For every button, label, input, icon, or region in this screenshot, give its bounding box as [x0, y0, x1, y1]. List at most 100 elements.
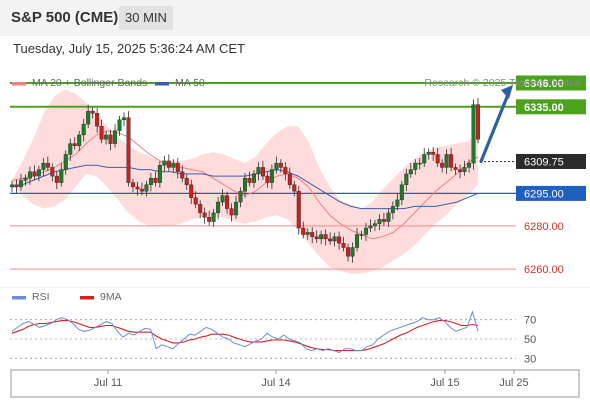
candle-body: [390, 206, 395, 214]
time-axis: Jul 11 Jul 14 Jul 15 Jul 25: [10, 369, 580, 398]
candle-body: [256, 167, 261, 175]
candle-body: [426, 152, 431, 155]
candle-body: [413, 162, 418, 170]
candle-body: [368, 225, 373, 229]
candle-body: [381, 219, 386, 222]
candle-body: [144, 184, 149, 192]
candle-body: [386, 212, 391, 222]
candle-body: [99, 126, 104, 140]
timeframe-button[interactable]: 30 MIN: [119, 6, 173, 30]
candle-body: [422, 154, 427, 164]
candle-body: [198, 204, 203, 214]
time-axis-frame: [10, 369, 580, 398]
candle-body: [292, 184, 297, 192]
candle-body: [45, 162, 50, 168]
candle-body: [202, 212, 207, 218]
rsi-legend-label: RSI: [32, 291, 50, 303]
legend-swatch: [155, 82, 169, 86]
level-labels-layer: 6346.00 6335.00 6309.75 6295.00 6280.00 6260.…: [516, 75, 586, 276]
price-levels-layer: [10, 81, 516, 270]
candle-body: [14, 184, 19, 188]
instrument-title: S&P 500 (CME): [11, 9, 119, 26]
candle-body: [63, 154, 68, 170]
candle-body: [417, 162, 422, 165]
candle-body: [126, 117, 131, 183]
candle-body: [476, 104, 481, 140]
candle-body: [166, 160, 171, 168]
rsi-panel: RSI 9MA 70 50 30: [0, 286, 590, 365]
candle-body: [372, 223, 377, 227]
candle-body: [314, 236, 319, 240]
candle-body: [229, 208, 234, 216]
candle-body: [113, 130, 118, 144]
rsi-legend-label: 9MA: [100, 291, 122, 303]
candle-body: [95, 113, 100, 127]
candle-body: [23, 178, 28, 181]
candle-body: [108, 134, 113, 144]
rsi-tick-label: 50: [524, 334, 536, 346]
price-level-tag-resistance: [516, 99, 586, 115]
candle-body: [242, 178, 247, 192]
price-level-label: 6346.00: [524, 78, 564, 90]
candle-body: [377, 219, 382, 224]
candle-body: [247, 178, 252, 183]
candle-body: [104, 134, 109, 140]
candle-body: [435, 154, 440, 164]
candle-body: [337, 236, 342, 244]
candle-body: [359, 234, 364, 236]
candle-body: [122, 117, 127, 120]
candle-body: [193, 197, 198, 205]
candle-body: [216, 201, 221, 214]
candle-body: [467, 162, 472, 168]
candle-body: [50, 167, 55, 177]
candle-body: [328, 238, 333, 242]
price-level-label: 6260.00: [524, 264, 564, 276]
candle-body: [355, 234, 360, 248]
rsi-legend-swatch: [80, 296, 94, 300]
candle-body: [431, 152, 436, 155]
candle-body: [130, 182, 135, 188]
candle-body: [117, 119, 122, 131]
candle-body: [211, 212, 216, 222]
candle-body: [175, 162, 180, 172]
legend-layer: MA 20 + Bollinger Bands MA 50 Research © 2…: [12, 77, 581, 89]
candle-body: [408, 169, 413, 175]
candle-body: [59, 169, 64, 183]
candle-body: [395, 199, 400, 207]
candle-body: [18, 180, 23, 188]
rsi-line: [11, 310, 479, 354]
candle-body: [471, 104, 476, 164]
candle-body: [234, 201, 239, 216]
watermark-text: Research © 2025 Trading Central: [424, 77, 581, 89]
candle-body: [27, 171, 32, 179]
candle-body: [9, 184, 14, 188]
candle-body: [305, 232, 310, 235]
candle-body: [458, 169, 463, 172]
candle-body: [90, 110, 95, 114]
candle-body: [72, 143, 77, 146]
candle-body: [171, 162, 176, 168]
candle-body: [32, 171, 37, 177]
candle-body: [251, 173, 256, 183]
rsi-legend-swatch: [12, 296, 26, 300]
candle-body: [225, 195, 230, 209]
candle-body: [180, 171, 185, 179]
forecast-arrow-shaft: [479, 90, 511, 164]
candle-body: [444, 154, 449, 168]
legend-swatch: [12, 82, 26, 86]
price-level-tag-resistance: [516, 75, 586, 91]
candle-body: [404, 173, 409, 185]
candle-body: [346, 247, 351, 257]
price-level-tag-pivot: [516, 185, 586, 201]
candle-body: [36, 169, 41, 177]
candle-body: [189, 184, 194, 198]
candle-body: [153, 178, 158, 183]
price-level-label: 6335.00: [524, 102, 564, 114]
candle-body: [135, 186, 140, 190]
candle-body: [68, 143, 73, 155]
rsi-tick-label: 70: [524, 315, 536, 327]
price-level-label: 6309.75: [524, 156, 564, 168]
forecast-arrow-head: [501, 84, 513, 99]
time-axis-label: Jul 15: [430, 377, 459, 389]
candle-body: [440, 162, 445, 168]
